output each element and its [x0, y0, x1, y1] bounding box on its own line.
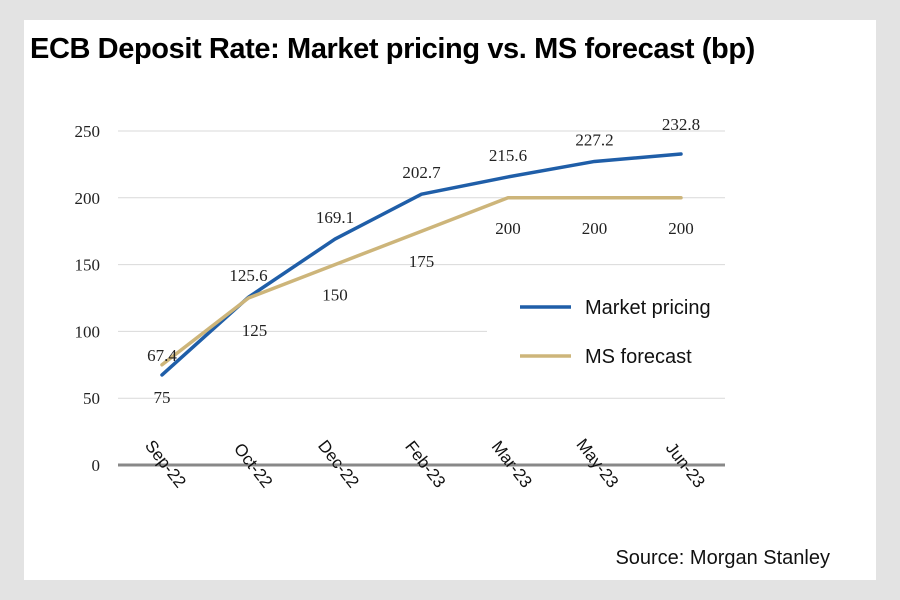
data-label-ms-forecast: 125 — [242, 321, 268, 340]
data-label-market-pricing: 202.7 — [402, 163, 441, 182]
data-label-market-pricing: 215.6 — [489, 146, 527, 165]
data-label-market-pricing: 227.2 — [575, 130, 613, 149]
legend-label: MS forecast — [585, 346, 692, 368]
data-label-market-pricing: 67.4 — [147, 346, 177, 365]
series-line-ms-forecast — [160, 196, 683, 367]
y-tick-label: 250 — [75, 122, 101, 141]
data-label-ms-forecast: 175 — [409, 252, 435, 271]
y-tick-label: 150 — [75, 256, 101, 275]
x-tick-label: May-23 — [572, 435, 622, 491]
y-tick-label: 50 — [83, 389, 100, 408]
y-tick-label: 0 — [92, 456, 101, 475]
y-tick-label: 200 — [75, 189, 101, 208]
data-label-market-pricing: 232.8 — [662, 115, 700, 134]
chart-title: ECB Deposit Rate: Market pricing vs. MS … — [30, 33, 755, 65]
data-label-ms-forecast: 200 — [495, 219, 521, 238]
legend-label: Market pricing — [585, 297, 711, 319]
y-tick-label: 100 — [75, 322, 101, 341]
data-label-ms-forecast: 200 — [582, 219, 608, 238]
data-label-market-pricing: 125.6 — [229, 266, 267, 285]
data-label-ms-forecast: 150 — [322, 286, 348, 305]
chart-card — [24, 20, 876, 580]
data-label-ms-forecast: 75 — [154, 388, 171, 407]
source-note: Source: Morgan Stanley — [615, 547, 830, 569]
data-label-ms-forecast: 200 — [668, 219, 694, 238]
data-label-market-pricing: 169.1 — [316, 208, 354, 227]
